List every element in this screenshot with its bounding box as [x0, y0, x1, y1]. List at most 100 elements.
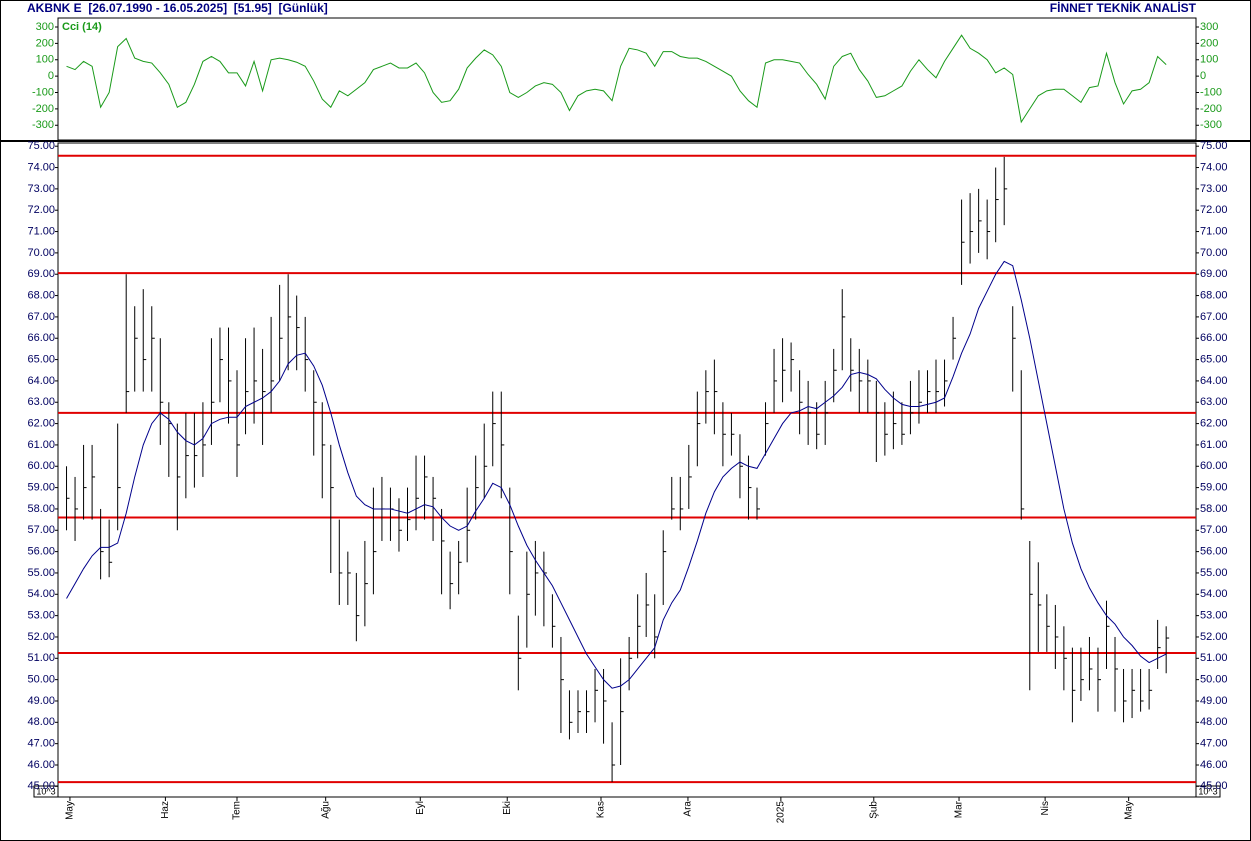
- note-box: [33, 785, 59, 798]
- y-tick-label: 300: [1200, 21, 1218, 33]
- x-tick-label: May: [1123, 801, 1134, 820]
- y-tick-label: 49.00: [1200, 695, 1228, 707]
- y-tick-label: 73.00: [1200, 183, 1228, 195]
- y-tick-label: 72.00: [1200, 204, 1228, 216]
- y-tick-label: 200: [1200, 37, 1218, 49]
- y-tick-label: 59.00: [1200, 482, 1228, 494]
- y-tick-label: 48.00: [27, 716, 55, 728]
- y-tick-label: 72.00: [27, 204, 55, 216]
- y-tick-label: 71.00: [1200, 225, 1228, 237]
- y-tick-label: 56.00: [1200, 546, 1228, 558]
- y-tick-label: 51.00: [1200, 652, 1228, 664]
- y-tick-label: 66.00: [1200, 332, 1228, 344]
- y-tick-label: 70.00: [1200, 247, 1228, 259]
- y-tick-label: 300: [36, 21, 54, 33]
- price-panel: [57, 142, 1197, 798]
- header-title: AKBNK E [26.07.1990 - 16.05.2025] [51.95…: [27, 1, 328, 15]
- y-tick-label: 53.00: [27, 610, 55, 622]
- y-tick-label: 62.00: [27, 417, 55, 429]
- x-tick-label: Nis: [1040, 801, 1051, 815]
- y-tick-label: 55.00: [27, 567, 55, 579]
- y-tick-label: 0: [1200, 70, 1206, 82]
- cci-label: Cci (14): [62, 21, 102, 33]
- y-tick-label: 73.00: [27, 183, 55, 195]
- y-tick-label: 46.00: [27, 759, 55, 771]
- y-tick-label: -100: [32, 86, 54, 98]
- x-tick-label: Ağu: [320, 801, 331, 819]
- y-tick-label: 46.00: [1200, 759, 1228, 771]
- y-tick-label: 60.00: [27, 460, 55, 472]
- y-tick-label: 58.00: [27, 503, 55, 515]
- y-tick-label: 69.00: [27, 268, 55, 280]
- y-tick-label: -300: [32, 119, 54, 131]
- y-tick-label: -300: [1200, 119, 1222, 131]
- y-tick-label: 45.00: [27, 780, 55, 792]
- y-tick-label: 68.00: [27, 289, 55, 301]
- y-tick-label: 59.00: [27, 482, 55, 494]
- y-tick-label: 45.00: [1200, 780, 1228, 792]
- y-tick-label: 48.00: [1200, 716, 1228, 728]
- moving-average: [66, 260, 1167, 689]
- y-tick-label: 100: [36, 54, 54, 66]
- y-tick-label: 50.00: [1200, 674, 1228, 686]
- x-tick-label: Eki: [502, 801, 513, 815]
- y-tick-label: 70.00: [27, 247, 55, 259]
- y-tick-label: 74.00: [1200, 161, 1228, 173]
- x-tick-label: Tem: [232, 801, 243, 820]
- y-tick-label: 49.00: [27, 695, 55, 707]
- y-tick-label: 51.00: [27, 652, 55, 664]
- x-tick-label: May: [65, 801, 76, 820]
- y-tick-label: 63.00: [1200, 396, 1228, 408]
- y-tick-label: 69.00: [1200, 268, 1228, 280]
- y-tick-label: 57.00: [1200, 524, 1228, 536]
- y-tick-label: -100: [1200, 86, 1222, 98]
- y-tick-label: 71.00: [27, 225, 55, 237]
- header-brand: FİNNET TEKNİK ANALİST: [1050, 0, 1197, 15]
- y-tick-label: 75.00: [1200, 140, 1228, 152]
- y-tick-label: 57.00: [27, 524, 55, 536]
- y-tick-label: 65.00: [1200, 353, 1228, 365]
- y-tick-label: 47.00: [1200, 738, 1228, 750]
- y-tick-label: 65.00: [27, 353, 55, 365]
- y-tick-label: 61.00: [1200, 439, 1228, 451]
- y-tick-label: 55.00: [1200, 567, 1228, 579]
- y-tick-label: 0: [48, 70, 54, 82]
- y-tick-label: 54.00: [1200, 588, 1228, 600]
- y-tick-label: 100: [1200, 54, 1218, 66]
- y-tick-label: 66.00: [27, 332, 55, 344]
- y-tick-label: 54.00: [27, 588, 55, 600]
- y-tick-label: 64.00: [27, 375, 55, 387]
- x-tick-label: Ara: [683, 801, 694, 817]
- axis-note: 10^3: [1198, 786, 1217, 796]
- y-tick-label: 58.00: [1200, 503, 1228, 515]
- y-tick-label: -200: [1200, 103, 1222, 115]
- y-tick-label: 61.00: [27, 439, 55, 451]
- y-tick-label: 63.00: [27, 396, 55, 408]
- y-tick-label: 60.00: [1200, 460, 1228, 472]
- x-tick-label: Haz: [160, 801, 171, 819]
- y-tick-label: 50.00: [27, 674, 55, 686]
- y-tick-label: 75.00: [27, 140, 55, 152]
- y-tick-label: 64.00: [1200, 375, 1228, 387]
- x-tick-label: Kas: [596, 801, 607, 818]
- x-tick-label: 2025: [776, 801, 787, 824]
- y-tick-label: 67.00: [27, 311, 55, 323]
- y-tick-label: 200: [36, 37, 54, 49]
- y-tick-label: 67.00: [1200, 311, 1228, 323]
- note-box: [1195, 785, 1221, 798]
- y-tick-label: 62.00: [1200, 417, 1228, 429]
- y-tick-label: 56.00: [27, 546, 55, 558]
- cci-line: [66, 34, 1167, 124]
- y-tick-label: 74.00: [27, 161, 55, 173]
- y-tick-label: 52.00: [1200, 631, 1228, 643]
- y-tick-label: 53.00: [1200, 610, 1228, 622]
- x-tick-label: Mar: [954, 800, 965, 818]
- x-tick-label: Şub: [868, 801, 879, 819]
- y-tick-label: -200: [32, 103, 54, 115]
- y-tick-label: 47.00: [27, 738, 55, 750]
- y-tick-label: 68.00: [1200, 289, 1228, 301]
- axis-note: 10^3: [36, 786, 55, 796]
- y-tick-label: 52.00: [27, 631, 55, 643]
